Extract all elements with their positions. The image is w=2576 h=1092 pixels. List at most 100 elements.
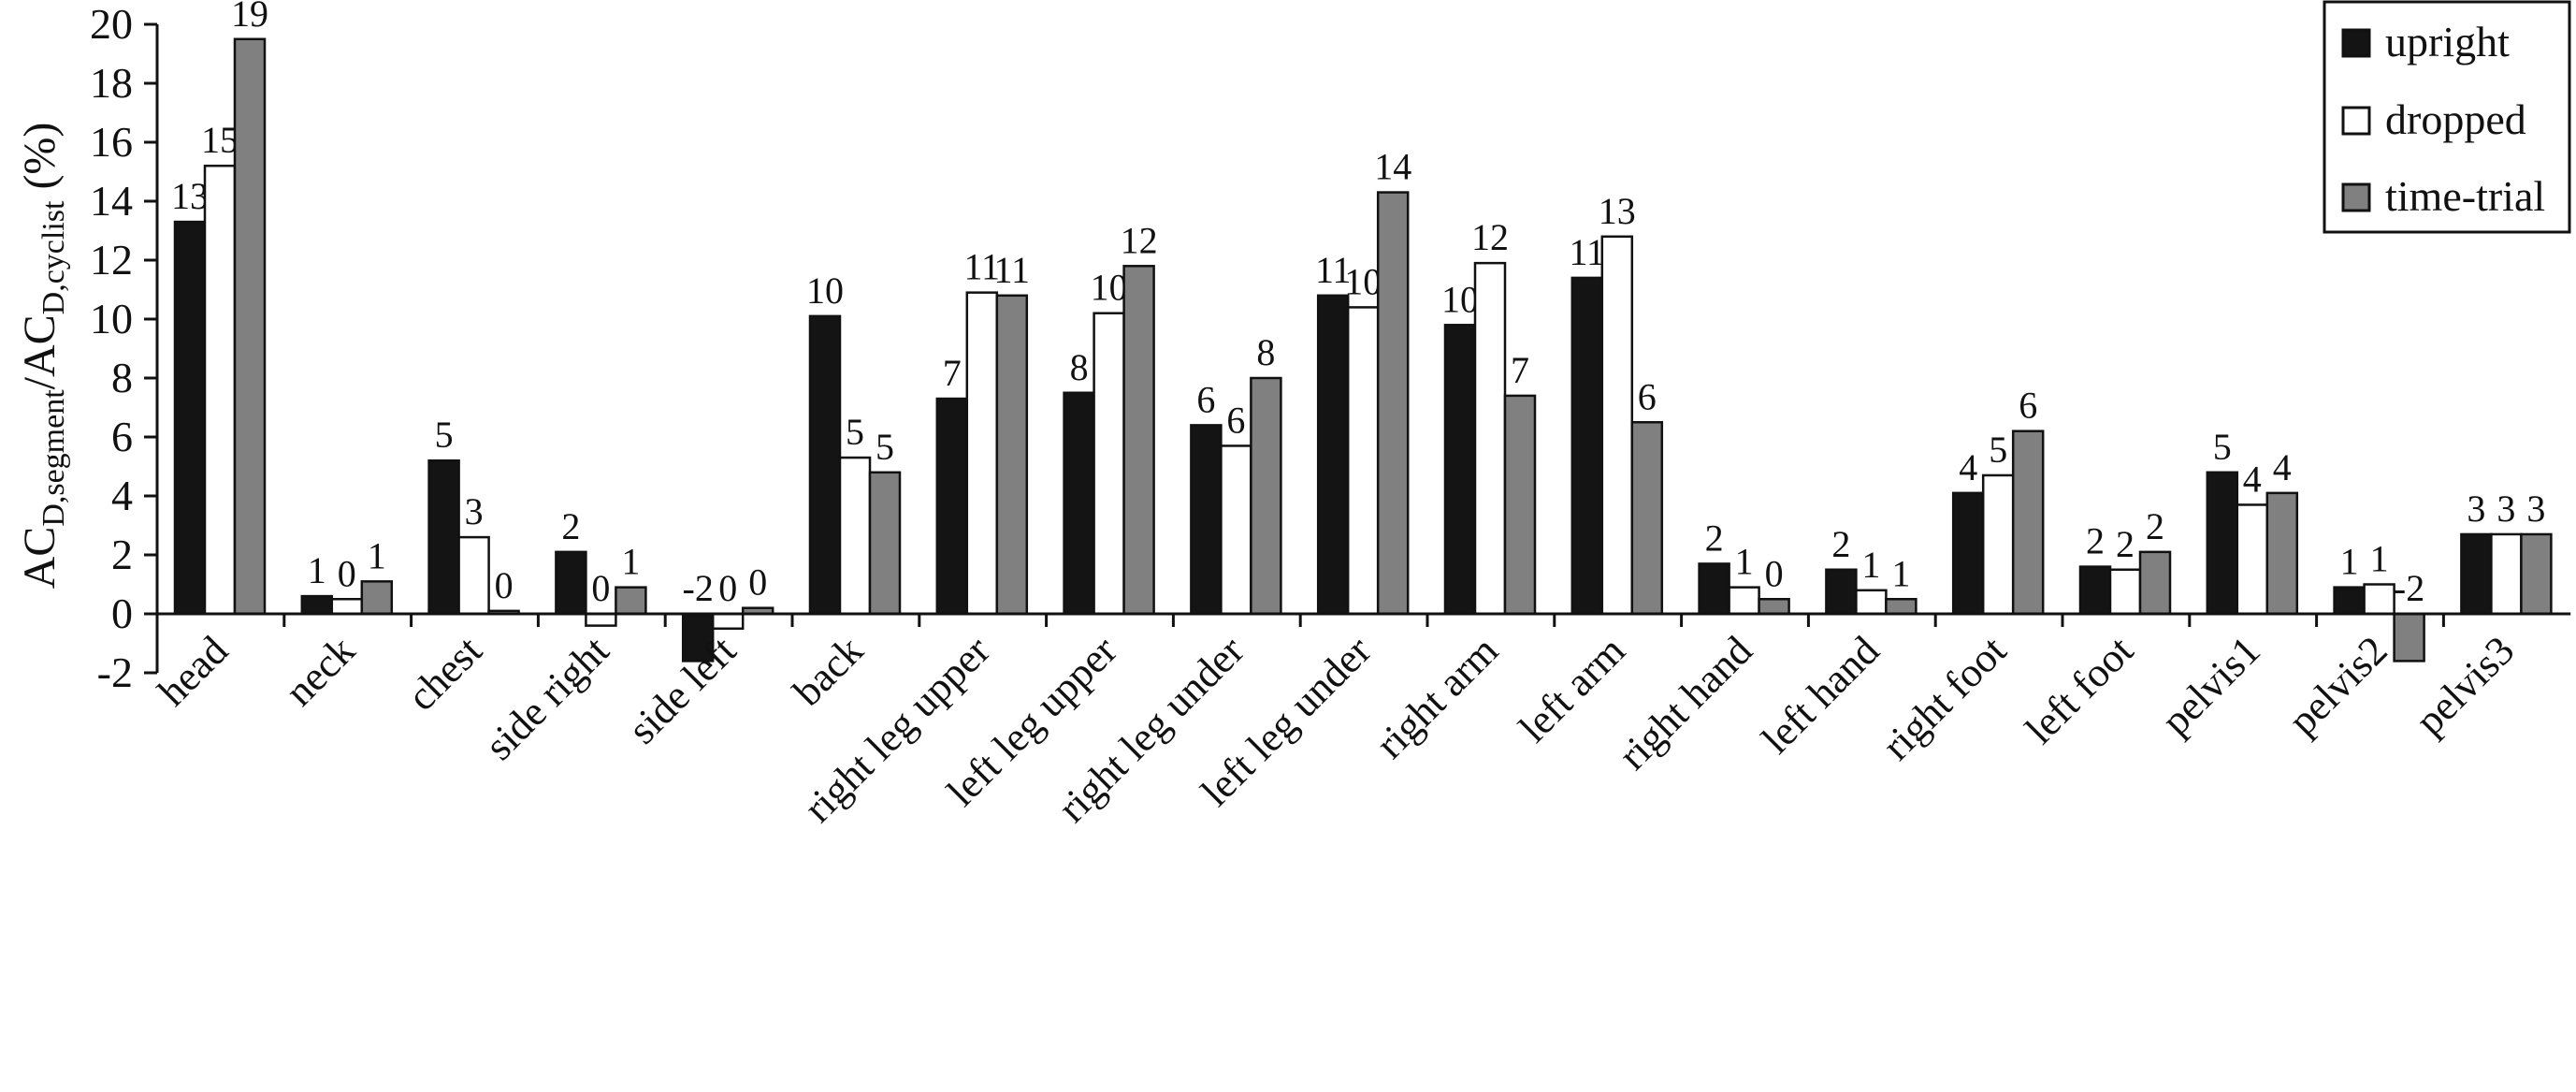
data-label-upright: 11 bbox=[1570, 231, 1606, 273]
data-label-time-trial: 19 bbox=[231, 0, 268, 35]
bar-dropped bbox=[1473, 261, 1507, 616]
legend-swatch-dropped bbox=[2341, 106, 2371, 136]
x-tick-label: pelvis1 bbox=[2152, 627, 2269, 744]
bar-time-trial bbox=[233, 37, 267, 616]
y-tick-label: 16 bbox=[90, 118, 133, 166]
bar-upright bbox=[1570, 276, 1604, 616]
data-label-upright: 6 bbox=[1196, 378, 1215, 420]
data-label-time-trial: 1 bbox=[1891, 552, 1910, 594]
bar-time-trial bbox=[1885, 598, 1918, 616]
bar-upright bbox=[1825, 568, 1858, 616]
bar-upright bbox=[1698, 562, 1730, 616]
bar-upright bbox=[2206, 471, 2239, 616]
data-label-time-trial: 3 bbox=[2526, 488, 2545, 530]
bar-upright bbox=[1951, 491, 1985, 616]
x-tick-label: right hand bbox=[1610, 627, 1761, 779]
bar-upright bbox=[427, 459, 460, 616]
bar-time-trial bbox=[1630, 421, 1664, 616]
x-tick-label: right arm bbox=[1367, 627, 1507, 767]
data-label-time-trial: 5 bbox=[876, 426, 894, 468]
y-tick-label: 14 bbox=[90, 177, 133, 225]
data-label-time-trial: 1 bbox=[368, 534, 386, 576]
data-label-time-trial: 8 bbox=[1256, 331, 1275, 373]
bar-dropped bbox=[330, 598, 364, 616]
legend-swatch-upright bbox=[2341, 28, 2371, 58]
bar-dropped bbox=[2363, 583, 2395, 616]
bar-dropped bbox=[1981, 473, 2015, 616]
data-label-time-trial: 11 bbox=[994, 249, 1031, 291]
data-label-dropped: 1 bbox=[1735, 541, 1754, 583]
data-label-dropped: 11 bbox=[964, 246, 1001, 288]
data-label-dropped: 6 bbox=[1226, 399, 1245, 441]
data-label-upright: 11 bbox=[1315, 249, 1352, 291]
y-label-sub1: D,segment bbox=[36, 389, 71, 527]
bar-dropped bbox=[2236, 503, 2269, 616]
x-tick-label: left hand bbox=[1753, 627, 1888, 762]
data-label-dropped: 12 bbox=[1471, 216, 1509, 258]
legend-label-time-trial: time-trial bbox=[2385, 172, 2545, 220]
data-label-upright: 5 bbox=[2213, 426, 2232, 468]
data-label-dropped: 0 bbox=[718, 567, 737, 609]
bar-time-trial bbox=[2393, 612, 2425, 662]
data-label-dropped: 1 bbox=[2370, 538, 2389, 580]
y-tick-label: 0 bbox=[111, 590, 133, 637]
data-label-upright: 4 bbox=[1959, 446, 1977, 488]
bar-time-trial bbox=[2138, 550, 2172, 616]
x-tick-label: right foot bbox=[1874, 627, 2015, 768]
bar-time-trial bbox=[2011, 430, 2045, 616]
y-tick-label: -2 bbox=[97, 648, 133, 696]
x-tick-label: side right bbox=[476, 627, 617, 768]
data-label-upright: 3 bbox=[2467, 488, 2485, 530]
bar-time-trial bbox=[615, 586, 647, 616]
data-label-upright: 2 bbox=[1831, 523, 1850, 565]
bar-upright bbox=[1316, 294, 1350, 616]
bar-time-trial bbox=[2520, 532, 2553, 616]
y-tick-label: 8 bbox=[111, 354, 133, 401]
x-tick-label: left foot bbox=[2017, 627, 2142, 752]
bar-upright bbox=[2460, 532, 2493, 616]
bar-time-trial bbox=[995, 294, 1029, 616]
legend-label-upright: upright bbox=[2385, 18, 2510, 66]
bar-dropped bbox=[203, 164, 237, 616]
bar-dropped bbox=[965, 291, 999, 616]
data-label-upright: 8 bbox=[1070, 346, 1089, 388]
bar-time-trial bbox=[360, 580, 394, 616]
legend: upright dropped time-trial bbox=[2323, 0, 2571, 234]
data-label-time-trial: 0 bbox=[748, 561, 767, 604]
data-label-dropped: 10 bbox=[1344, 260, 1382, 302]
y-tick-label: 20 bbox=[90, 0, 133, 48]
bar-time-trial bbox=[1503, 394, 1537, 616]
bar-dropped bbox=[1220, 444, 1252, 616]
data-label-upright: 2 bbox=[1705, 517, 1724, 559]
y-label-ac2: /AC bbox=[15, 314, 65, 389]
data-label-dropped: 5 bbox=[1989, 429, 2007, 471]
bar-upright bbox=[2078, 565, 2112, 616]
y-tick-label: 2 bbox=[111, 531, 133, 578]
data-label-upright: 7 bbox=[943, 352, 962, 394]
bar-upright bbox=[2333, 586, 2366, 616]
bar-dropped bbox=[1600, 235, 1634, 616]
bar-time-trial bbox=[1758, 598, 1790, 616]
bar-dropped bbox=[2490, 532, 2523, 616]
bar-time-trial bbox=[2265, 491, 2299, 616]
data-label-upright: 1 bbox=[2340, 541, 2359, 583]
x-tick-label: head bbox=[150, 627, 237, 714]
data-label-upright: 13 bbox=[171, 175, 209, 217]
y-tick-label: 10 bbox=[90, 295, 133, 342]
data-label-time-trial: 0 bbox=[1765, 552, 1784, 594]
y-label-sub2: D,cyclist bbox=[36, 200, 71, 314]
y-label-ac1: AC bbox=[15, 527, 65, 590]
data-label-dropped: 0 bbox=[591, 567, 610, 609]
data-label-upright: 2 bbox=[561, 505, 580, 547]
bar-dropped bbox=[838, 456, 872, 616]
data-label-time-trial: 6 bbox=[2019, 385, 2037, 427]
bar-time-trial bbox=[868, 471, 902, 616]
bar-time-trial bbox=[1376, 191, 1410, 616]
x-tick-label: left arm bbox=[1511, 627, 1634, 750]
bar-dropped bbox=[711, 612, 745, 630]
data-label-upright: 5 bbox=[435, 414, 454, 456]
data-label-time-trial: 2 bbox=[2146, 505, 2164, 547]
bar-upright bbox=[173, 220, 207, 616]
